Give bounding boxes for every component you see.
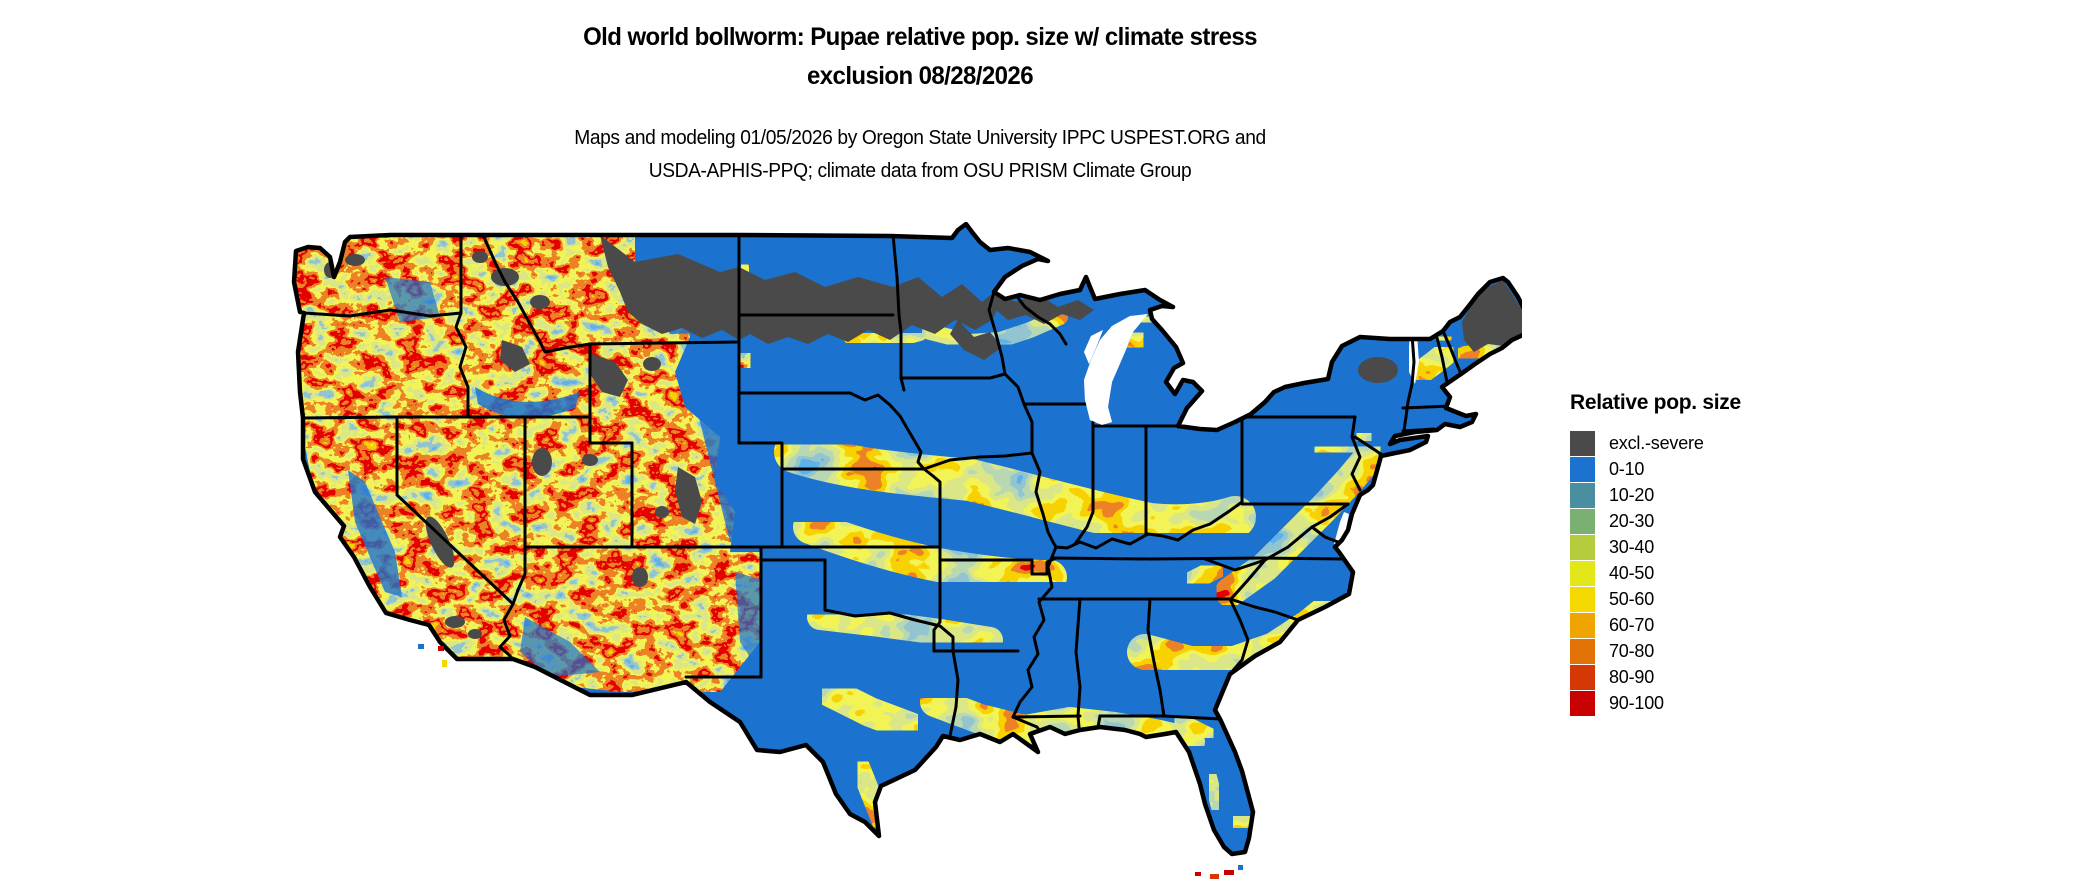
legend-item: 20-30 <box>1570 509 1890 534</box>
offshore-islands <box>418 644 1243 879</box>
legend-item: 80-90 <box>1570 665 1890 690</box>
map-subtitle: Maps and modeling 01/05/2026 by Oregon S… <box>37 122 1803 188</box>
legend-label: excl.-severe <box>1609 433 1704 453</box>
legend-label: 80-90 <box>1609 667 1655 687</box>
legend-item: 40-50 <box>1570 561 1890 586</box>
legend-item: excl.-severe <box>1570 431 1890 456</box>
legend-swatch <box>1570 665 1595 690</box>
legend-item: 10-20 <box>1570 483 1890 508</box>
legend-item: 0-10 <box>1570 457 1890 482</box>
legend-item: 30-40 <box>1570 535 1890 560</box>
us-map <box>291 222 1522 879</box>
legend-swatch <box>1570 561 1595 586</box>
legend-swatch <box>1570 639 1595 664</box>
legend-label: 20-30 <box>1609 511 1655 531</box>
legend-swatch <box>1570 509 1595 534</box>
legend-item: 70-80 <box>1570 639 1890 664</box>
legend-label: 90-100 <box>1609 693 1664 713</box>
legend-item: 90-100 <box>1570 691 1890 716</box>
legend-swatch <box>1570 587 1595 612</box>
legend-title: Relative pop. size <box>1570 391 1741 414</box>
legend-swatch <box>1570 483 1595 508</box>
legend-label: 70-80 <box>1609 641 1655 661</box>
legend-label: 50-60 <box>1609 589 1655 609</box>
legend: Relative pop. size excl.-severe 0-10 10-… <box>1570 391 1890 717</box>
legend-item: 60-70 <box>1570 613 1890 638</box>
map-title: Old world bollworm: Pupae relative pop. … <box>37 18 1803 96</box>
legend-item: 50-60 <box>1570 587 1890 612</box>
legend-swatch <box>1570 691 1595 716</box>
legend-label: 30-40 <box>1609 537 1655 557</box>
legend-label: 10-20 <box>1609 485 1655 505</box>
legend-label: 0-10 <box>1609 459 1645 479</box>
us-outline <box>291 222 1522 857</box>
legend-swatch <box>1570 431 1595 456</box>
legend-swatch <box>1570 535 1595 560</box>
legend-swatch <box>1570 457 1595 482</box>
legend-label: 40-50 <box>1609 563 1655 583</box>
map-subtitle-line2: USDA-APHIS-PPQ; climate data from OSU PR… <box>648 160 1192 182</box>
map-title-line2: exclusion 08/28/2026 <box>807 62 1034 90</box>
chesapeake-bay <box>1334 512 1349 548</box>
legend-swatch <box>1570 613 1595 638</box>
legend-label: 60-70 <box>1609 615 1655 635</box>
map-title-line1: Old world bollworm: Pupae relative pop. … <box>583 23 1257 51</box>
map-subtitle-line1: Maps and modeling 01/05/2026 by Oregon S… <box>574 127 1266 149</box>
